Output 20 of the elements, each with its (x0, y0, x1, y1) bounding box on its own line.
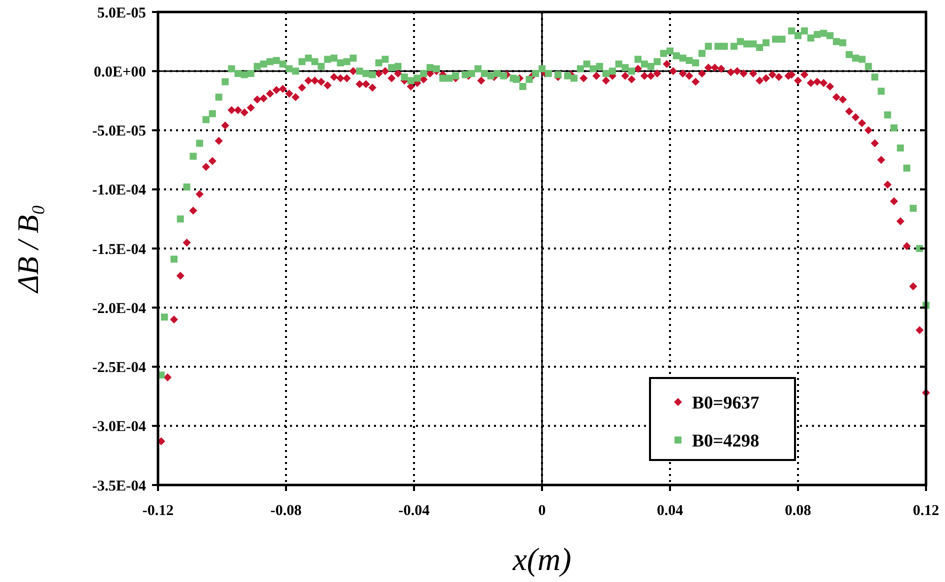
y-tick-label: 5.0E-05 (97, 5, 146, 22)
y-tick-label: -5.0E-05 (92, 124, 146, 140)
y-tick-label: 0.0E+00 (94, 64, 146, 80)
y-tick-label: -2.5E-04 (92, 360, 146, 376)
y-axis-title: ΔB / B₀ (12, 204, 45, 294)
x-tick-label: 0.04 (656, 503, 684, 519)
legend-label: B0=9637 (692, 392, 760, 412)
y-tick-label: -3.0E-04 (92, 419, 146, 436)
x-tick-label: -0.08 (270, 503, 302, 519)
y-tick-label: -1.5E-04 (92, 242, 146, 258)
y-tick-label: -3.5E-04 (92, 478, 146, 494)
x-tick-label: 0 (538, 503, 546, 519)
y-tick-label: -1.0E-04 (92, 182, 146, 199)
legend-label: B0=4298 (692, 430, 760, 450)
x-tick-label: 0.12 (912, 503, 940, 519)
x-tick-label: -0.04 (398, 503, 430, 519)
x-tick-label: -0.12 (142, 503, 174, 519)
x-tick-label: 0.08 (784, 503, 812, 519)
x-axis-title: x(m) (512, 541, 572, 577)
y-tick-label: -2.0E-04 (92, 300, 146, 317)
